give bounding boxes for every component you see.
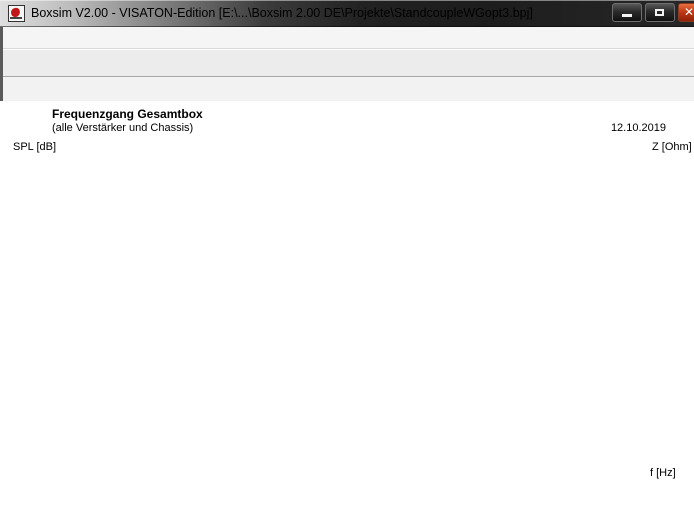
menu-bar [0,27,694,49]
chart-panel: Frequenzgang Gesamtbox (alle Verstärker … [0,101,694,515]
chart-date: 12.10.2019 [610,122,666,134]
chart-subtitle: (alle Verstärker und Chassis) [52,122,194,134]
minimize-button[interactable] [612,3,642,22]
maximize-icon [655,9,664,16]
titlebar[interactable]: Boxsim V2.00 - VISATON-Edition [E:\...\B… [0,0,694,27]
chart-title: Frequenzgang Gesamtbox [52,107,203,121]
minimize-icon [622,14,632,17]
frequency-response-plot [0,101,694,515]
maximize-button[interactable] [645,3,675,22]
close-icon: ✕ [684,5,694,19]
x-axis-title: f [Hz] [650,467,676,479]
y-axis-title-left: SPL [dB] [13,141,57,153]
y-axis-title-right: Z [Ohm] [652,141,692,153]
window-title: Boxsim V2.00 - VISATON-Edition [E:\...\B… [31,6,533,20]
window-frame-edge [0,27,3,101]
boxsim-app-icon [8,5,25,22]
tab-bar [0,50,694,76]
options-bar [0,76,694,101]
close-button[interactable]: ✕ [678,3,694,22]
